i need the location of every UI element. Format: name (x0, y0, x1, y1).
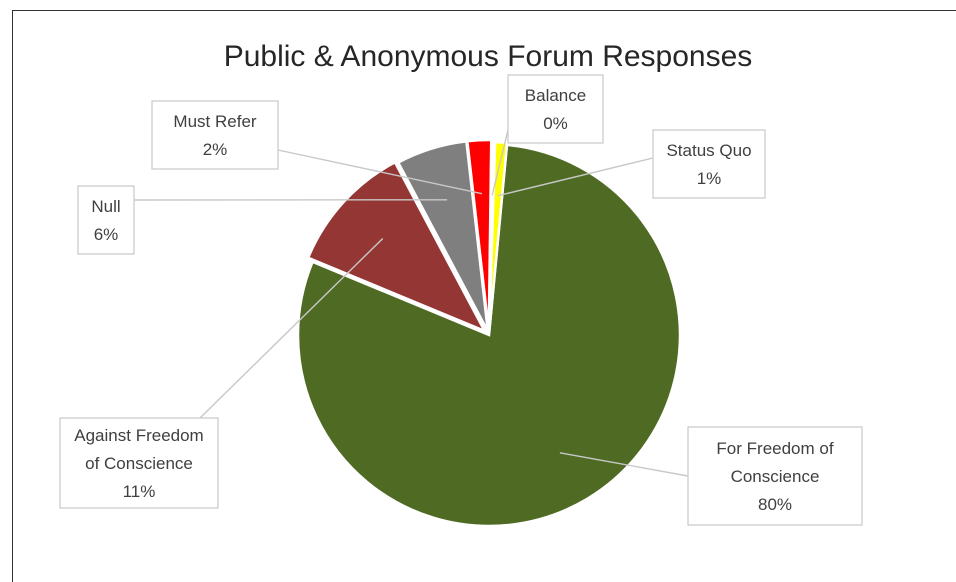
pie-slice-against-freedom (306, 160, 488, 334)
leader-lines (133, 129, 689, 477)
data-label-category: Null (91, 197, 120, 216)
chart-title: Public & Anonymous Forum Responses (224, 40, 753, 73)
data-label-against-freedom: Against Freedom of Conscience 11% (59, 417, 219, 509)
data-labels: For Freedom of Conscience 80% Against Freed… (59, 74, 863, 526)
leader-line-against-freedom (199, 237, 384, 419)
data-label-percent: 1% (697, 169, 722, 188)
pie-slice-must-refer (465, 138, 493, 332)
data-label-box (652, 129, 766, 199)
data-label-box (507, 74, 604, 144)
leader-line-must-refer (277, 149, 483, 195)
data-label-percent: 2% (203, 140, 228, 159)
chart-frame (12, 10, 956, 582)
data-label-percent: 80% (758, 495, 792, 514)
data-label-box (59, 417, 219, 509)
data-label-category: Against Freedom (74, 426, 203, 445)
data-label-box (687, 426, 863, 526)
data-label-category: Balance (525, 86, 586, 105)
pie-slice-for-freedom (296, 143, 682, 528)
data-label-status-quo: Status Quo 1% (652, 129, 766, 199)
data-label-for-freedom: For Freedom of Conscience 80% (687, 426, 863, 526)
data-label-percent: 0% (543, 114, 568, 133)
data-label-null: Null 6% (77, 185, 135, 255)
leader-line-balance (491, 129, 509, 196)
data-label-must-refer: Must Refer 2% (151, 100, 279, 170)
data-label-box (151, 100, 279, 170)
data-label-category: Conscience (731, 467, 820, 486)
data-label-category: of Conscience (85, 454, 193, 473)
data-label-category: Status Quo (666, 141, 751, 160)
data-label-category: For Freedom of (716, 439, 833, 458)
data-label-balance: Balance 0% (507, 74, 604, 144)
leader-line-status-quo (497, 157, 654, 197)
data-label-box (77, 185, 135, 255)
pie-slices (296, 138, 682, 528)
pie-slice-status-quo (487, 140, 509, 334)
data-label-percent: 11% (123, 482, 156, 501)
data-label-percent: 6% (94, 225, 119, 244)
data-label-category: Must Refer (173, 112, 256, 131)
leader-line-for-freedom (559, 452, 689, 477)
